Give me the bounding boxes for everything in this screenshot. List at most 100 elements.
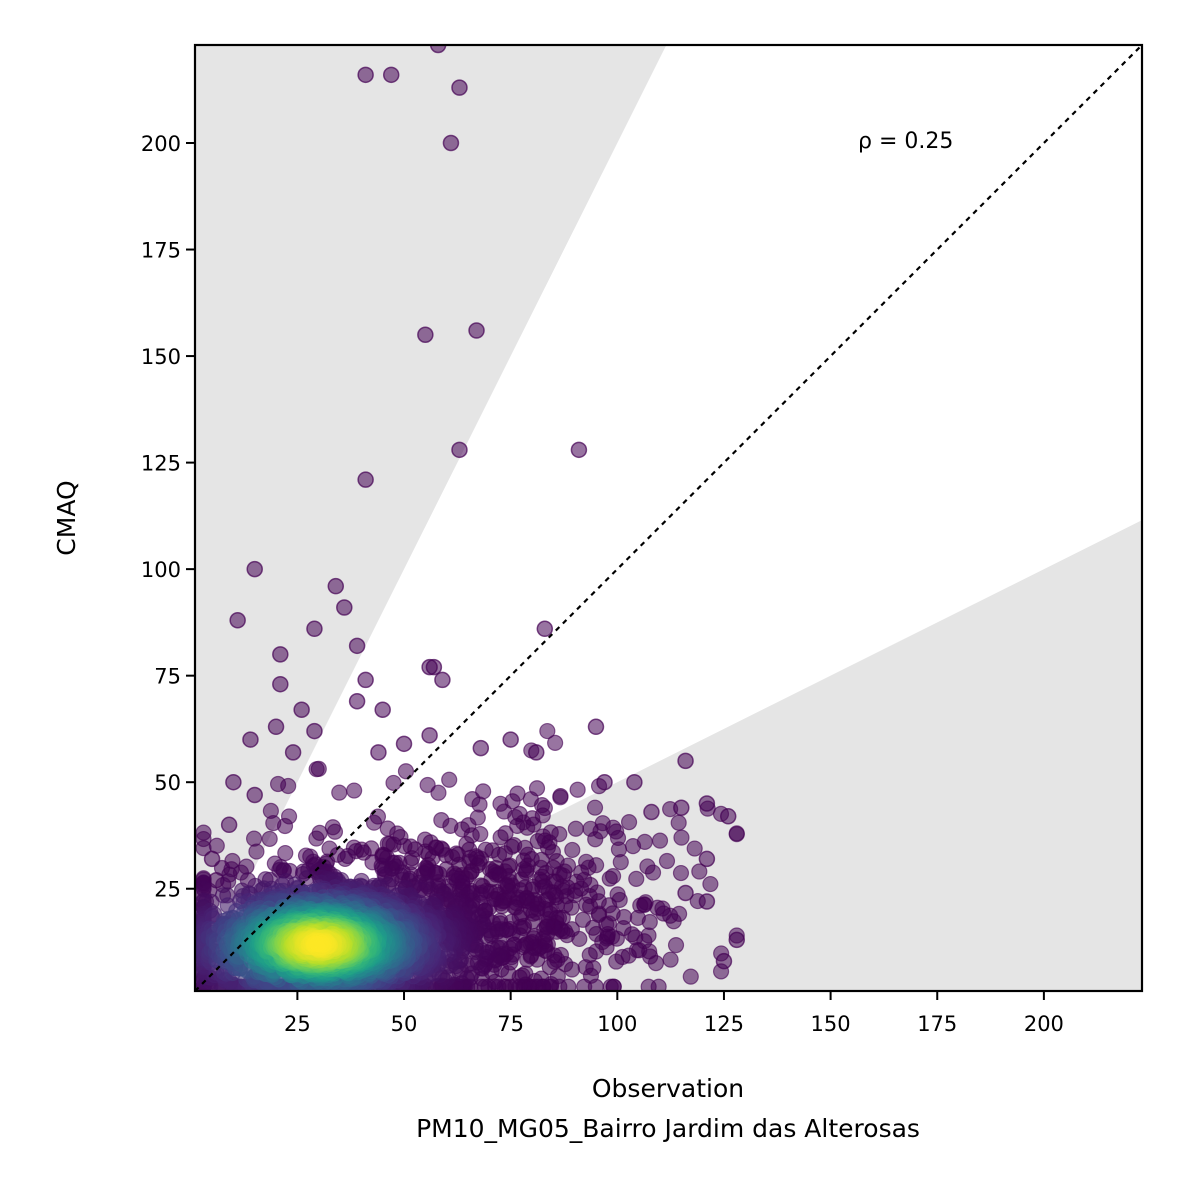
- data-point: [552, 789, 569, 806]
- data-point: [382, 66, 400, 84]
- x-axis-subtitle: PM10_MG05_Bairro Jardim das Alterosas: [416, 1114, 920, 1143]
- data-point: [620, 814, 638, 831]
- data-point: [728, 927, 745, 944]
- data-point: [308, 761, 325, 778]
- y-tick-label: 25: [154, 878, 181, 902]
- data-point: [612, 854, 629, 871]
- data-point: [225, 773, 242, 791]
- rho-annotation: ρ = 0.25: [858, 129, 953, 154]
- shaded-regions: [195, 45, 1142, 991]
- data-point: [246, 786, 263, 804]
- data-point: [348, 637, 366, 655]
- data-point: [357, 66, 374, 84]
- data-point: [331, 784, 348, 801]
- data-point: [208, 837, 225, 854]
- y-tick-label: 200: [141, 132, 181, 156]
- data-point: [502, 731, 519, 748]
- data-point: [348, 692, 366, 710]
- one-to-one-line: [195, 45, 1142, 991]
- data-point: [667, 937, 685, 954]
- data-point: [220, 816, 238, 834]
- data-point: [248, 843, 265, 860]
- data-point: [662, 951, 679, 968]
- data-point: [570, 441, 588, 459]
- x-tick-label: 150: [811, 1012, 851, 1036]
- data-point: [419, 776, 436, 794]
- data-point: [326, 823, 344, 840]
- data-point: [643, 803, 660, 821]
- data-point: [509, 817, 526, 835]
- data-point: [442, 134, 460, 152]
- data-point: [229, 612, 246, 629]
- data-point: [336, 850, 354, 868]
- data-point: [564, 841, 581, 859]
- data-point: [336, 599, 353, 616]
- data-point: [601, 870, 618, 887]
- data-point: [272, 675, 289, 693]
- data-point: [365, 814, 383, 831]
- data-point: [651, 832, 669, 849]
- data-point: [640, 978, 657, 991]
- data-point: [370, 744, 387, 761]
- data-point: [569, 781, 586, 798]
- data-point: [468, 322, 485, 339]
- data-point: [309, 935, 326, 953]
- data-point: [686, 840, 703, 857]
- data-point: [547, 734, 564, 751]
- data-point: [195, 840, 212, 857]
- y-tick-label: 175: [141, 239, 181, 263]
- data-point: [699, 800, 716, 817]
- x-tick-label: 125: [704, 1012, 744, 1036]
- data-point: [492, 829, 509, 846]
- data-point: [357, 471, 374, 488]
- data-point: [539, 722, 556, 740]
- plot-frame: [193, 43, 1144, 993]
- upper-shade: [195, 45, 667, 987]
- data-point: [357, 671, 374, 689]
- data-point: [441, 771, 458, 788]
- data-point: [417, 326, 434, 344]
- data-point: [577, 959, 594, 976]
- data-point: [395, 735, 413, 753]
- data-point: [242, 731, 259, 748]
- data-point: [670, 814, 687, 831]
- data-point: [541, 958, 558, 976]
- data-point: [689, 892, 706, 910]
- data-point: [246, 560, 263, 578]
- scatter-points: [195, 45, 746, 991]
- y-tick-label: 150: [141, 345, 181, 369]
- data-point: [327, 577, 345, 595]
- data-point: [608, 953, 625, 970]
- data-point: [276, 817, 294, 835]
- data-point: [280, 777, 297, 795]
- x-tick-label: 200: [1024, 1012, 1064, 1036]
- data-point: [451, 441, 468, 459]
- data-point: [691, 863, 708, 880]
- data-point: [682, 968, 699, 985]
- lower-shade: [195, 520, 1142, 991]
- data-point: [425, 658, 443, 676]
- y-tick-label: 100: [141, 558, 181, 582]
- x-tick-label: 75: [497, 1012, 524, 1036]
- data-point: [346, 782, 363, 799]
- y-axis-ticks: 25 50 75 100 125 150 175 200: [141, 132, 195, 902]
- data-point: [587, 831, 604, 848]
- data-point: [430, 784, 447, 801]
- data-point: [472, 739, 490, 757]
- data-point: [712, 963, 730, 980]
- data-point: [567, 820, 584, 837]
- data-point: [728, 826, 745, 843]
- x-tick-label: 100: [597, 1012, 637, 1036]
- y-axis-label: CMAQ: [52, 480, 81, 555]
- data-point: [628, 870, 645, 887]
- data-point: [677, 884, 694, 902]
- data-point: [536, 620, 554, 638]
- data-point: [698, 850, 716, 868]
- data-point: [590, 778, 608, 795]
- data-point: [587, 718, 605, 736]
- y-tick-label: 125: [141, 452, 181, 476]
- data-point: [624, 838, 642, 855]
- data-point: [677, 752, 694, 770]
- data-point: [272, 646, 289, 663]
- data-point: [574, 911, 592, 928]
